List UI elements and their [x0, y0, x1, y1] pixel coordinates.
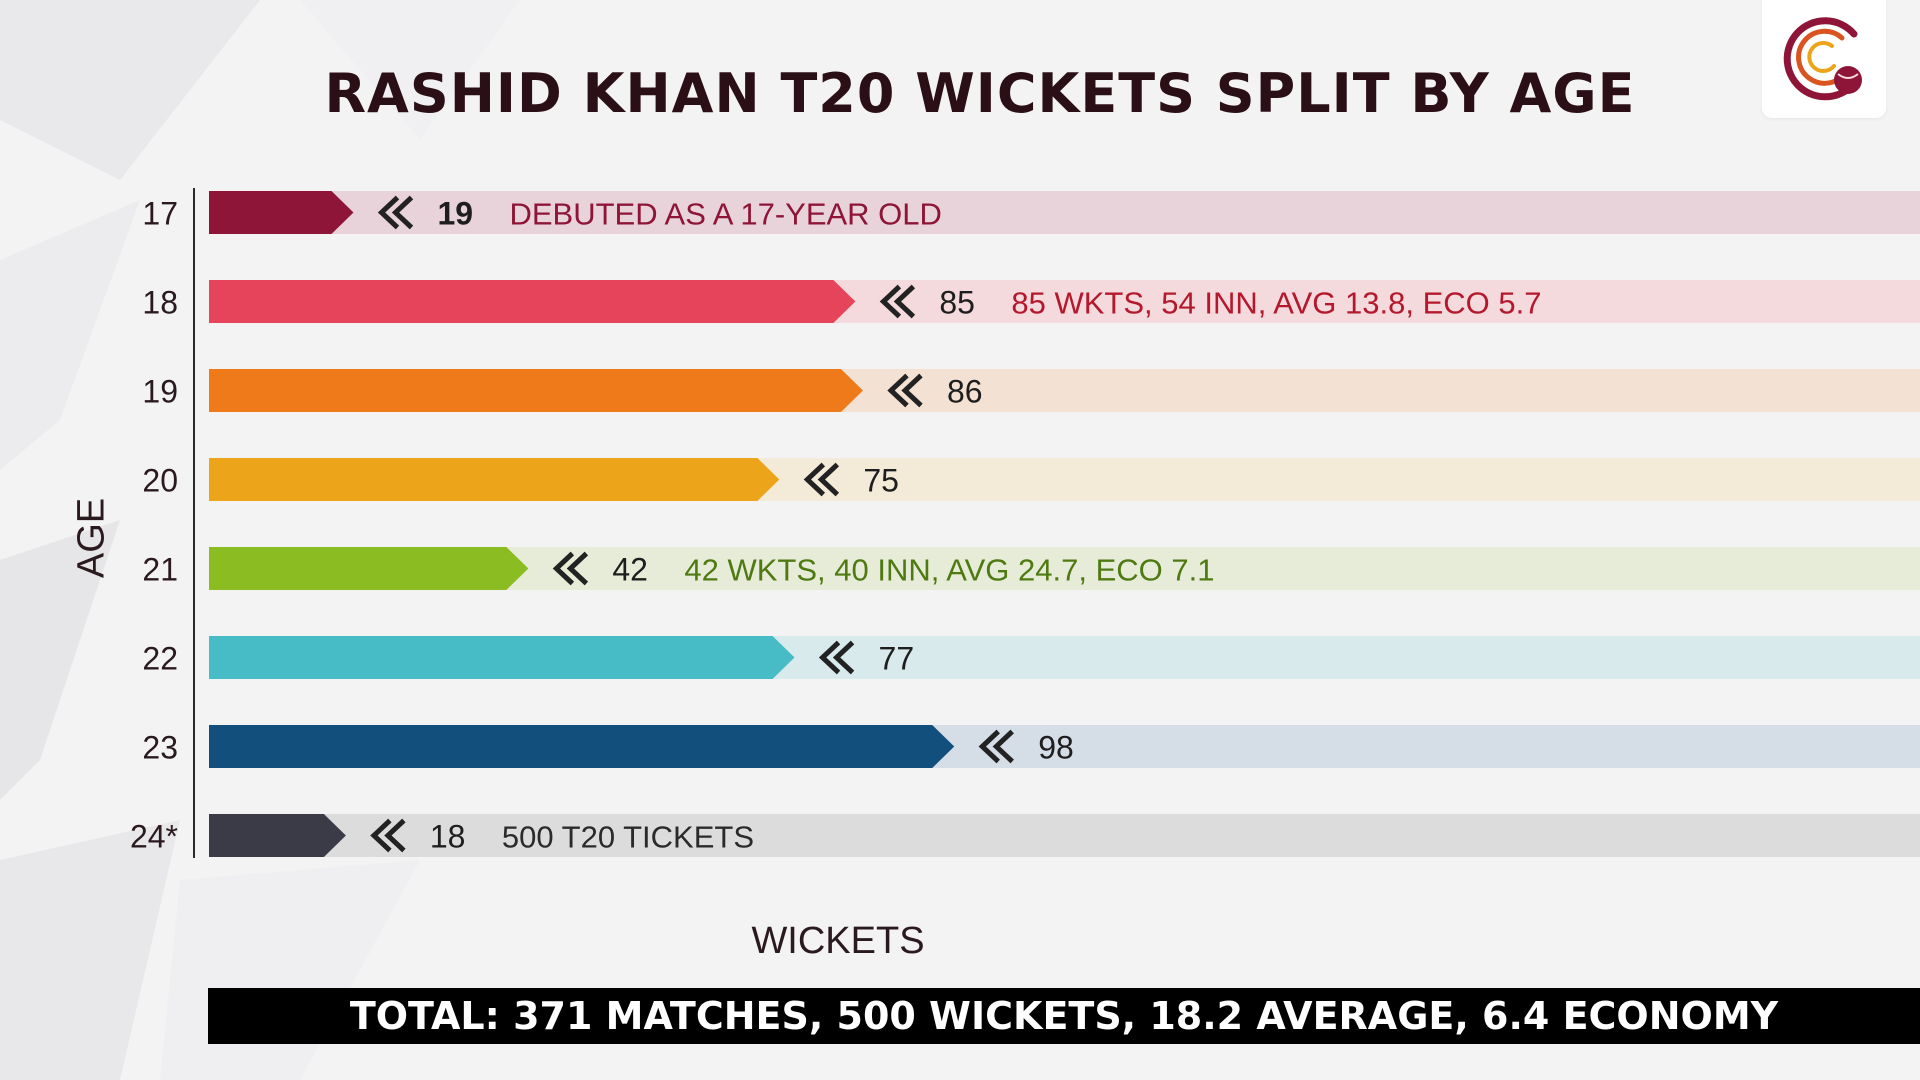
chart-title: RASHID KHAN T20 WICKETS SPLIT BY AGE	[324, 62, 1636, 125]
bar-annotation: DEBUTED AS A 17-YEAR OLD	[509, 197, 941, 232]
chevron-left-icon	[818, 640, 841, 675]
bar	[209, 191, 354, 234]
bar-track	[209, 191, 1920, 234]
chevron-left-icon	[377, 195, 400, 230]
y-axis-title: AGE	[70, 497, 113, 579]
chevron-left-icon	[992, 729, 1014, 764]
y-tick-label: 24*	[130, 819, 178, 855]
bar	[209, 814, 346, 857]
y-tick-label: 17	[142, 196, 178, 232]
cricket-ball-logo-icon	[1783, 17, 1862, 101]
value-label: 77	[879, 641, 915, 677]
bar-track	[209, 814, 1920, 857]
chevron-left-icon	[384, 818, 406, 853]
value-label: 75	[863, 463, 899, 499]
value-label: 18	[430, 819, 466, 855]
bar	[209, 458, 780, 501]
bar-annotation: 85 WKTS, 54 INN, AVG 13.8, ECO 5.7	[1011, 286, 1541, 321]
x-axis-title: WICKETS	[751, 920, 925, 962]
value-label: 86	[947, 374, 983, 410]
totals-banner: TOTAL: 371 MATCHES, 500 WICKETS, 18.2 AV…	[208, 988, 1920, 1044]
y-tick-label: 23	[142, 730, 178, 766]
chevron-left-icon	[879, 284, 902, 319]
y-tick-label: 18	[142, 285, 178, 321]
y-tick-label: 22	[142, 641, 178, 677]
chevron-left-icon	[566, 551, 589, 586]
y-tick-label: 19	[142, 374, 178, 410]
chevron-left-icon	[901, 373, 923, 408]
bar	[209, 725, 955, 768]
chevron-left-icon	[552, 551, 575, 586]
bar-annotation: 500 T20 TICKETS	[502, 820, 754, 855]
chevron-left-icon	[978, 729, 1000, 764]
chevron-left-icon	[887, 373, 909, 408]
bar	[209, 280, 856, 323]
bar	[209, 369, 863, 412]
value-label: 98	[1038, 730, 1074, 766]
y-tick-label: 20	[142, 463, 178, 499]
chevron-left-icon	[391, 195, 414, 230]
bar	[209, 547, 529, 590]
chevron-left-icon	[832, 640, 855, 675]
brand-logo	[1762, 0, 1886, 118]
bar-annotation: 42 WKTS, 40 INN, AVG 24.7, ECO 7.1	[684, 553, 1214, 588]
chevron-left-icon	[817, 462, 840, 497]
bar	[209, 636, 795, 679]
chevron-left-icon	[803, 462, 826, 497]
chevron-left-icon	[370, 818, 392, 853]
value-label: 42	[612, 552, 648, 588]
value-label: 85	[939, 285, 975, 321]
chevron-left-icon	[893, 284, 916, 319]
y-tick-label: 21	[142, 552, 178, 588]
totals-text: TOTAL: 371 MATCHES, 500 WICKETS, 18.2 AV…	[349, 994, 1779, 1038]
y-axis-line	[193, 188, 195, 858]
value-label: 19	[437, 196, 473, 232]
